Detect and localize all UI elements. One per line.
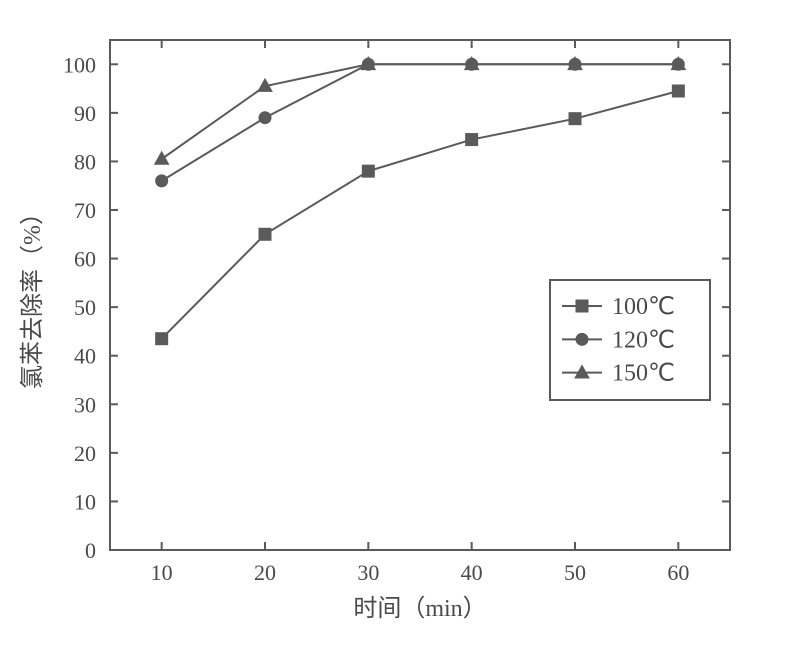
legend-marker xyxy=(576,300,588,312)
series-marker xyxy=(155,152,169,165)
x-tick-label: 10 xyxy=(151,560,173,585)
y-tick-label: 100 xyxy=(63,52,96,77)
x-tick-label: 60 xyxy=(667,560,689,585)
y-tick-label: 90 xyxy=(74,101,96,126)
series-marker xyxy=(156,333,168,345)
series-marker xyxy=(569,113,581,125)
x-axis-label: 时间（min） xyxy=(353,595,486,622)
series-line xyxy=(162,64,679,181)
y-tick-label: 60 xyxy=(74,247,96,272)
legend-marker xyxy=(576,333,588,345)
series-marker xyxy=(672,85,684,97)
series-marker xyxy=(362,165,374,177)
series-marker xyxy=(466,134,478,146)
series-marker xyxy=(156,175,168,187)
y-tick-label: 0 xyxy=(85,538,96,563)
series-100℃ xyxy=(156,85,685,345)
y-tick-label: 80 xyxy=(74,149,96,174)
y-tick-label: 40 xyxy=(74,344,96,369)
x-tick-label: 40 xyxy=(461,560,483,585)
y-tick-label: 10 xyxy=(74,489,96,514)
series-line xyxy=(162,91,679,339)
y-tick-label: 20 xyxy=(74,441,96,466)
series-marker xyxy=(259,112,271,124)
series-120℃ xyxy=(156,58,685,187)
legend-label: 150℃ xyxy=(612,361,675,387)
x-tick-label: 30 xyxy=(357,560,379,585)
x-tick-label: 20 xyxy=(254,560,276,585)
legend-label: 120℃ xyxy=(612,327,675,353)
series-marker xyxy=(259,228,271,240)
legend-marker xyxy=(575,365,589,378)
y-tick-label: 50 xyxy=(74,295,96,320)
chart-container: 10 20 30 40 50 60 0 10 20 30 40 50 60 70 80 90 100 时间（min… xyxy=(0,0,787,646)
y-tick-label: 30 xyxy=(74,392,96,417)
line-chart: 10 20 30 40 50 60 0 10 20 30 40 50 60 70 80 90 100 时间（min… xyxy=(0,0,787,646)
y-axis-label: 氯苯去除率（%） xyxy=(19,201,46,389)
y-tick-label: 70 xyxy=(74,198,96,223)
legend-label: 100℃ xyxy=(612,294,675,320)
x-tick-label: 50 xyxy=(564,560,586,585)
